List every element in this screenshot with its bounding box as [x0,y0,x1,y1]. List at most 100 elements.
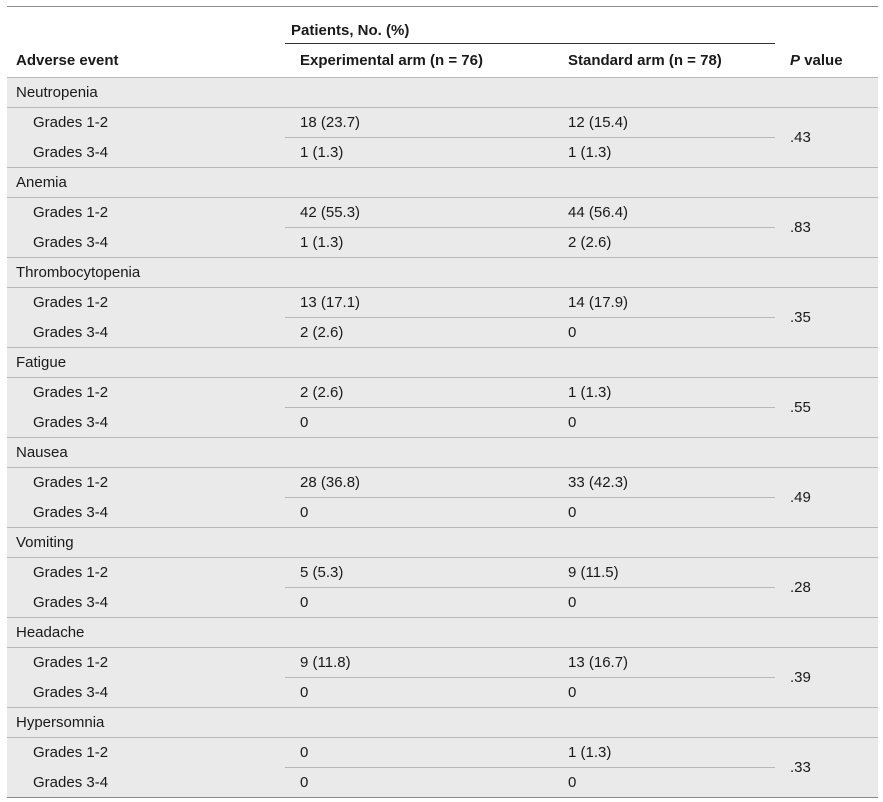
header-spacer-right [775,7,878,44]
experimental-value: 28 (36.8) [285,467,553,498]
experimental-value: 0 [285,587,553,618]
grade-row-3-4: Grades 3-4 1 (1.3) 2 (2.6) [7,227,878,258]
grade-label: Grades 3-4 [7,317,285,348]
standard-value: 0 [553,677,776,708]
grade-label: Grades 3-4 [7,767,285,798]
grade-label: Grades 3-4 [7,497,285,528]
event-category-row: Hypersomnia [7,707,879,738]
standard-value: 0 [553,497,776,528]
event-name: Hypersomnia [7,707,879,738]
event-name: Neutropenia [7,77,879,108]
column-header-p-value: P value [775,44,878,78]
grade-row-1-2: Grades 1-2 2 (2.6) 1 (1.3) .55 [7,377,879,438]
experimental-value: 5 (5.3) [285,557,553,588]
experimental-value: 2 (2.6) [285,317,553,348]
grade-row-3-4: Grades 3-4 0 0 [7,407,878,438]
header-spacer [7,7,285,44]
grade-label: Grades 3-4 [7,137,285,168]
standard-value: 12 (15.4) [553,107,776,138]
experimental-value: 0 [285,767,553,798]
event-name: Fatigue [7,347,879,378]
grade-row-1-2: Grades 1-2 28 (36.8) 33 (42.3) .49 [7,467,879,528]
experimental-value: 0 [285,677,553,708]
experimental-value: 0 [285,737,553,768]
event-name: Headache [7,617,879,648]
p-value: .55 [775,377,879,438]
experimental-value: 0 [285,407,553,438]
grade-row-1-2: Grades 1-2 13 (17.1) 14 (17.9) .35 [7,287,879,348]
grade-row-3-4: Grades 3-4 2 (2.6) 0 [7,317,878,348]
event-category-row: Thrombocytopenia [7,257,879,288]
grade-row-1-2: Grades 1-2 18 (23.7) 12 (15.4) .43 [7,107,879,168]
standard-value: 0 [553,587,776,618]
event-category-row: Vomiting [7,527,879,558]
experimental-value: 18 (23.7) [285,107,553,138]
event-category-row: Headache [7,617,879,648]
standard-value: 1 (1.3) [553,737,776,768]
standard-value: 0 [553,767,776,798]
experimental-value: 1 (1.3) [285,227,553,258]
event-name: Nausea [7,437,879,468]
p-value: .83 [775,197,879,258]
patients-group-header: Patients, No. (%) [285,7,776,44]
p-value: .49 [775,467,879,528]
grade-row-1-2: Grades 1-2 5 (5.3) 9 (11.5) .28 [7,557,879,618]
grade-row-3-4: Grades 3-4 0 0 [7,497,878,528]
grade-row-3-4: Grades 3-4 0 0 [7,767,878,798]
experimental-value: 13 (17.1) [285,287,553,318]
standard-value: 1 (1.3) [553,377,776,408]
p-italic: P [790,51,801,69]
grade-row-1-2: Grades 1-2 42 (55.3) 44 (56.4) .83 [7,197,879,258]
column-header-adverse-event: Adverse event [16,51,119,69]
grade-row-1-2: Grades 1-2 0 1 (1.3) .33 [7,737,879,798]
grade-label: Grades 1-2 [7,557,285,588]
p-value: .33 [775,737,879,798]
p-value: .39 [775,647,879,708]
event-name: Anemia [7,167,879,198]
grade-label: Grades 1-2 [7,377,285,408]
experimental-value: 9 (11.8) [285,647,553,678]
event-category-row: Nausea [7,437,879,468]
standard-value: 44 (56.4) [553,197,776,228]
standard-value: 2 (2.6) [553,227,776,258]
p-value: .35 [775,287,879,348]
grade-label: Grades 1-2 [7,737,285,768]
experimental-value: 2 (2.6) [285,377,553,408]
grade-label: Grades 1-2 [7,467,285,498]
event-name: Vomiting [7,527,879,558]
p-value-suffix: value [800,51,843,69]
grade-label: Grades 1-2 [7,647,285,678]
standard-value: 33 (42.3) [553,467,776,498]
adverse-events-table-container: Patients, No. (%) Adverse event Experime… [7,6,879,798]
grade-label: Grades 3-4 [7,587,285,618]
event-category-row: Fatigue [7,347,879,378]
table-top-rule [7,6,878,7]
experimental-value: 0 [285,497,553,528]
experimental-value: 42 (55.3) [285,197,553,228]
grade-label: Grades 3-4 [7,677,285,708]
event-name: Thrombocytopenia [7,257,879,288]
standard-value: 0 [553,407,776,438]
grade-label: Grades 3-4 [7,227,285,258]
event-category-row: Anemia [7,167,879,198]
column-header-experimental-arm: Experimental arm (n = 76) [300,52,483,69]
experimental-value: 1 (1.3) [285,137,553,168]
standard-value: 0 [553,317,776,348]
standard-value: 14 (17.9) [553,287,776,318]
grade-row-3-4: Grades 3-4 0 0 [7,587,878,618]
standard-value: 9 (11.5) [553,557,776,588]
grade-label: Grades 3-4 [7,407,285,438]
column-header-standard-arm: Standard arm (n = 78) [568,52,722,69]
standard-value: 1 (1.3) [553,137,776,168]
table-body: Neutropenia Grades 1-2 18 (23.7) 12 (15.… [7,77,879,798]
grade-row-3-4: Grades 3-4 1 (1.3) 1 (1.3) [7,137,878,168]
p-value: .28 [775,557,879,618]
adverse-events-table: Patients, No. (%) Adverse event Experime… [7,7,879,798]
grade-label: Grades 1-2 [7,107,285,138]
grade-label: Grades 1-2 [7,287,285,318]
event-category-row: Neutropenia [7,77,879,108]
p-value: .43 [775,107,879,168]
grade-row-3-4: Grades 3-4 0 0 [7,677,878,708]
standard-value: 13 (16.7) [553,647,776,678]
grade-row-1-2: Grades 1-2 9 (11.8) 13 (16.7) .39 [7,647,879,708]
